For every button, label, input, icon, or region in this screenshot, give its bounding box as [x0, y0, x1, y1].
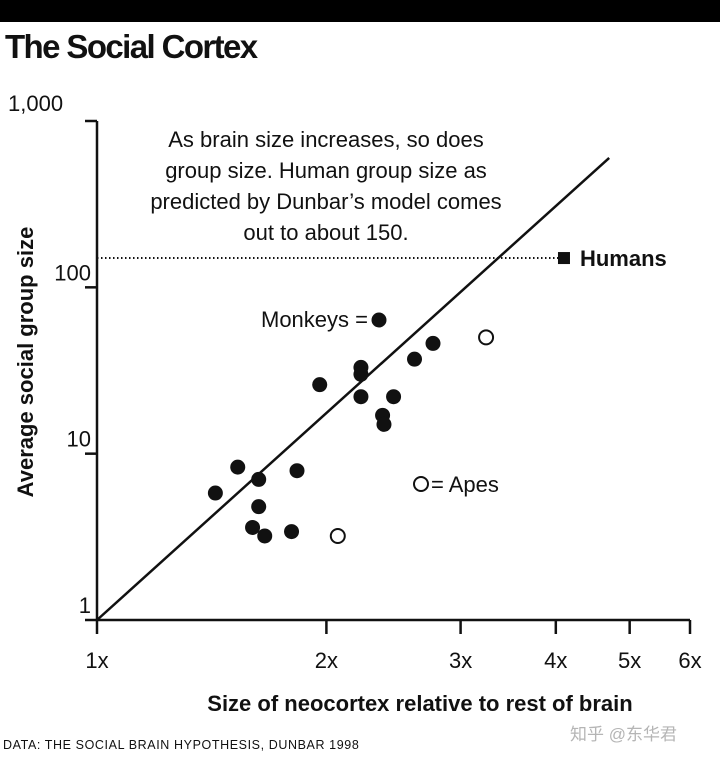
- monkey-point: [245, 519, 261, 535]
- x-tick-label: 5x: [618, 648, 641, 673]
- monkey-point: [312, 377, 328, 393]
- annotation-line: out to about 150.: [243, 220, 408, 245]
- monkey-point: [257, 528, 273, 544]
- y-tick-label: 10: [67, 427, 91, 452]
- regression-line: [96, 156, 611, 621]
- y-tick-label: 100: [54, 260, 91, 285]
- annotation-line: As brain size increases, so does: [168, 127, 484, 152]
- legend-monkeys-marker: [371, 312, 387, 328]
- legend-apes-marker: [413, 476, 429, 492]
- ape-point: [478, 329, 495, 346]
- top-bar: [0, 0, 720, 22]
- x-tick-label: 4x: [544, 648, 567, 673]
- annotation-line: predicted by Dunbar’s model comes: [150, 189, 501, 214]
- x-axis-label: Size of neocortex relative to rest of br…: [207, 691, 632, 716]
- monkey-point: [353, 389, 369, 405]
- y-tick-label: 1,000: [8, 91, 63, 116]
- human-point: [557, 252, 570, 265]
- legend-apes-label: = Apes: [431, 472, 499, 497]
- x-tick-label: 1x: [85, 648, 108, 673]
- monkey-point: [353, 366, 369, 382]
- monkey-point: [251, 499, 267, 515]
- monkey-point: [386, 389, 402, 405]
- x-tick-label: 3x: [449, 648, 472, 673]
- legend-monkeys-label: Monkeys =: [261, 307, 368, 332]
- monkey-point: [251, 471, 267, 487]
- chart-title: The Social Cortex: [5, 28, 258, 65]
- ape-point: [329, 527, 346, 544]
- x-tick-label: 6x: [678, 648, 701, 673]
- x-tick-label: 2x: [315, 648, 338, 673]
- monkey-point: [425, 335, 441, 351]
- monkey-point: [284, 524, 300, 540]
- y-axis-label: Average social group size: [13, 227, 38, 498]
- y-tick-label: 1: [79, 593, 91, 618]
- data-source-note: DATA: THE SOCIAL BRAIN HYPOTHESIS, DUNBA…: [3, 738, 360, 752]
- monkey-point: [289, 463, 305, 479]
- watermark: 知乎 @东华君: [570, 725, 677, 744]
- monkey-point: [207, 485, 223, 501]
- monkey-point: [230, 459, 246, 475]
- humans-label: Humans: [580, 246, 667, 271]
- monkey-point: [376, 416, 392, 432]
- monkey-point: [407, 351, 423, 367]
- annotation-line: group size. Human group size as: [165, 158, 487, 183]
